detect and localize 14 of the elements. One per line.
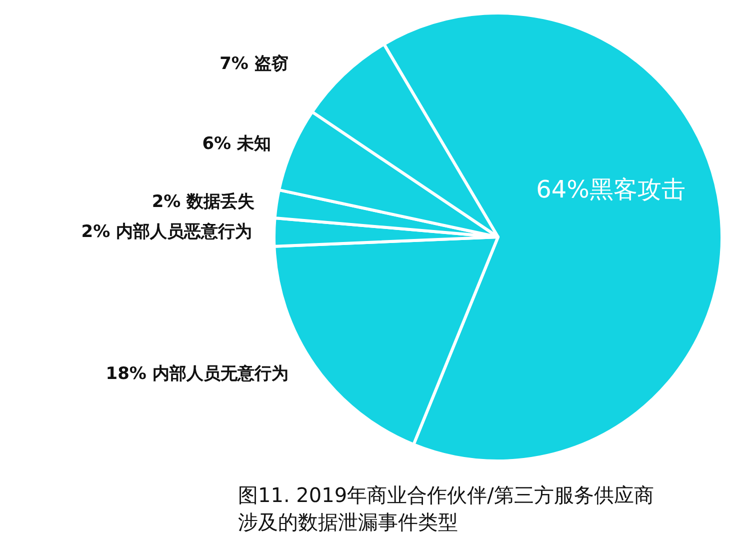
- slice-label: 数据丢失: [186, 192, 255, 212]
- slice-label: 黑客攻击: [589, 175, 686, 204]
- slice-label: 未知: [236, 134, 271, 154]
- caption: 图11. 2019年商业合作伙伴/第三方服务供应商: [238, 483, 654, 507]
- slice-label: 内部人员无意行为: [152, 364, 288, 384]
- data-label: 18%: [106, 364, 146, 384]
- slice-label: 内部人员恶意行为: [116, 222, 252, 242]
- data-label: 6%: [202, 134, 232, 154]
- data-label: 2%: [152, 192, 181, 212]
- text: 涉及的数据泄漏事件类型: [238, 510, 458, 534]
- slice-label: 盗窃: [254, 54, 288, 74]
- data-label: 2%: [81, 222, 110, 242]
- data-label: 7%: [220, 54, 248, 74]
- data-label: 64%: [536, 175, 590, 204]
